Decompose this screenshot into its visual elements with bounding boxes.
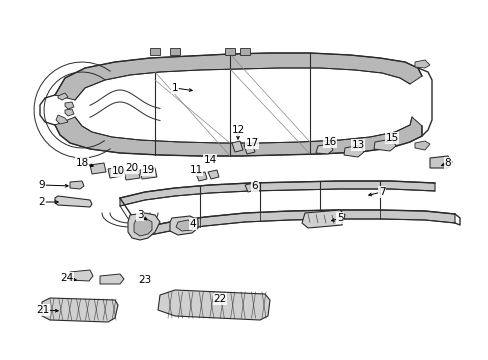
Polygon shape — [55, 53, 421, 100]
Text: 14: 14 — [203, 155, 216, 165]
Text: 5: 5 — [336, 213, 343, 223]
Polygon shape — [158, 290, 269, 320]
Polygon shape — [207, 170, 219, 179]
Text: 12: 12 — [231, 125, 244, 135]
Text: 11: 11 — [189, 165, 202, 175]
Polygon shape — [196, 172, 206, 181]
Polygon shape — [55, 196, 92, 207]
Polygon shape — [65, 102, 74, 109]
Text: 4: 4 — [189, 219, 196, 229]
Text: 19: 19 — [141, 165, 154, 175]
Polygon shape — [343, 145, 363, 157]
Polygon shape — [240, 48, 249, 55]
Polygon shape — [315, 144, 332, 154]
Text: 6: 6 — [251, 181, 258, 191]
Text: 3: 3 — [137, 210, 143, 220]
Polygon shape — [170, 216, 198, 235]
Polygon shape — [302, 210, 345, 228]
Polygon shape — [176, 220, 194, 231]
Polygon shape — [414, 141, 429, 150]
Polygon shape — [140, 210, 454, 237]
Text: 17: 17 — [245, 138, 258, 148]
Text: 10: 10 — [111, 166, 124, 176]
Polygon shape — [134, 218, 152, 236]
Text: 20: 20 — [125, 163, 138, 173]
Text: 7: 7 — [378, 187, 385, 197]
Polygon shape — [58, 93, 68, 100]
Polygon shape — [108, 167, 122, 178]
Text: 16: 16 — [323, 137, 336, 147]
Polygon shape — [373, 139, 395, 151]
Text: 18: 18 — [75, 158, 88, 168]
Polygon shape — [244, 183, 257, 192]
Polygon shape — [120, 181, 434, 206]
Polygon shape — [124, 169, 140, 180]
Polygon shape — [224, 48, 235, 55]
Polygon shape — [55, 117, 421, 156]
Polygon shape — [56, 115, 68, 124]
Polygon shape — [128, 213, 160, 240]
Text: 1: 1 — [171, 83, 178, 93]
Polygon shape — [42, 298, 118, 322]
Polygon shape — [90, 163, 106, 174]
Polygon shape — [100, 274, 124, 284]
Text: 2: 2 — [39, 197, 45, 207]
Polygon shape — [244, 143, 254, 154]
Text: 15: 15 — [385, 133, 398, 143]
Text: 24: 24 — [60, 273, 74, 283]
Polygon shape — [70, 270, 93, 281]
Text: 13: 13 — [351, 140, 364, 150]
Polygon shape — [414, 60, 429, 68]
Text: 21: 21 — [36, 305, 49, 315]
Polygon shape — [231, 141, 243, 152]
Polygon shape — [170, 48, 180, 55]
Polygon shape — [70, 181, 84, 189]
Polygon shape — [150, 48, 160, 55]
Polygon shape — [140, 168, 157, 179]
Polygon shape — [429, 156, 451, 168]
Text: 23: 23 — [138, 275, 151, 285]
Text: 8: 8 — [444, 158, 450, 168]
Text: 9: 9 — [39, 180, 45, 190]
Polygon shape — [65, 109, 74, 116]
Text: 22: 22 — [213, 294, 226, 304]
